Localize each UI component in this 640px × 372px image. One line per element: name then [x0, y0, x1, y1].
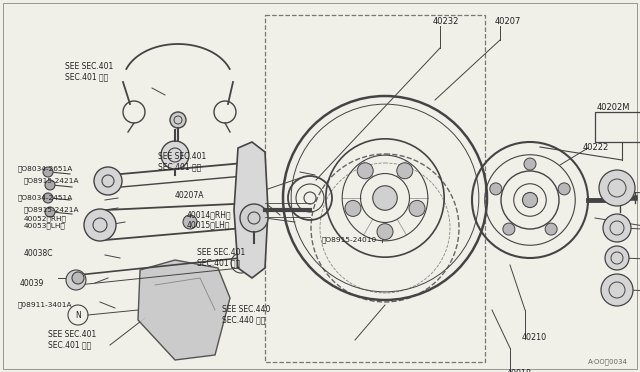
- Circle shape: [524, 158, 536, 170]
- Circle shape: [183, 215, 197, 229]
- Text: 40210: 40210: [522, 334, 547, 343]
- Text: 40014（RH）
40015（LH）: 40014（RH） 40015（LH）: [187, 210, 232, 230]
- Circle shape: [601, 274, 633, 306]
- Text: 40052（RH）
40053（LH）: 40052（RH） 40053（LH）: [24, 215, 67, 229]
- Text: SEE SEC.401
SEC.401 参照: SEE SEC.401 SEC.401 参照: [65, 62, 113, 82]
- Text: SEE SEC.401
SEC.401 参照: SEE SEC.401 SEC.401 参照: [197, 248, 245, 268]
- Circle shape: [45, 180, 55, 190]
- Circle shape: [43, 193, 53, 203]
- Circle shape: [599, 170, 635, 206]
- Text: 40039: 40039: [20, 279, 44, 288]
- Circle shape: [377, 224, 393, 240]
- Text: SEE SEC.440
SEC.440 参照: SEE SEC.440 SEC.440 参照: [222, 305, 270, 325]
- Circle shape: [43, 167, 53, 177]
- Circle shape: [357, 163, 373, 179]
- Polygon shape: [234, 142, 268, 278]
- Text: ⓌO8915-2421A: ⓌO8915-2421A: [24, 207, 79, 213]
- Circle shape: [522, 192, 538, 208]
- Text: ⓌO8915-24010: ⓌO8915-24010: [322, 237, 377, 243]
- Text: 40232: 40232: [433, 17, 460, 26]
- Text: 40222: 40222: [583, 144, 609, 153]
- Text: 40018: 40018: [507, 369, 532, 372]
- Text: ⓌO8915-2421A: ⓌO8915-2421A: [24, 178, 79, 184]
- Circle shape: [345, 201, 361, 217]
- Circle shape: [372, 186, 397, 210]
- Circle shape: [161, 141, 189, 169]
- Circle shape: [72, 272, 84, 284]
- Circle shape: [397, 163, 413, 179]
- Bar: [595, 112, 640, 142]
- Circle shape: [503, 223, 515, 235]
- Text: A·OO（0034: A·OO（0034: [588, 359, 628, 365]
- Circle shape: [84, 209, 116, 241]
- Text: SEE SEC.401
SEC.401 参照: SEE SEC.401 SEC.401 参照: [158, 152, 206, 172]
- Circle shape: [45, 207, 55, 217]
- Polygon shape: [138, 260, 230, 360]
- Text: N: N: [75, 311, 81, 320]
- Bar: [265, 15, 485, 362]
- Circle shape: [409, 201, 425, 217]
- Circle shape: [545, 223, 557, 235]
- Text: ⒷO8034-2451A: ⒷO8034-2451A: [18, 195, 73, 201]
- Circle shape: [94, 167, 122, 195]
- Text: SEE SEC.401
SEC.401 参照: SEE SEC.401 SEC.401 参照: [48, 330, 96, 350]
- Text: ⒷO8034-2651A: ⒷO8034-2651A: [18, 166, 73, 172]
- Text: 40202M: 40202M: [597, 103, 630, 112]
- Circle shape: [66, 270, 86, 290]
- Circle shape: [240, 204, 268, 232]
- Circle shape: [605, 246, 629, 270]
- Text: 40207A: 40207A: [175, 192, 205, 201]
- Circle shape: [170, 112, 186, 128]
- Circle shape: [558, 183, 570, 195]
- Circle shape: [490, 183, 502, 195]
- Text: 40207: 40207: [495, 17, 522, 26]
- Text: 40038C: 40038C: [24, 248, 54, 257]
- Text: Ⓝ08911-3401A: Ⓝ08911-3401A: [18, 302, 72, 308]
- Circle shape: [603, 214, 631, 242]
